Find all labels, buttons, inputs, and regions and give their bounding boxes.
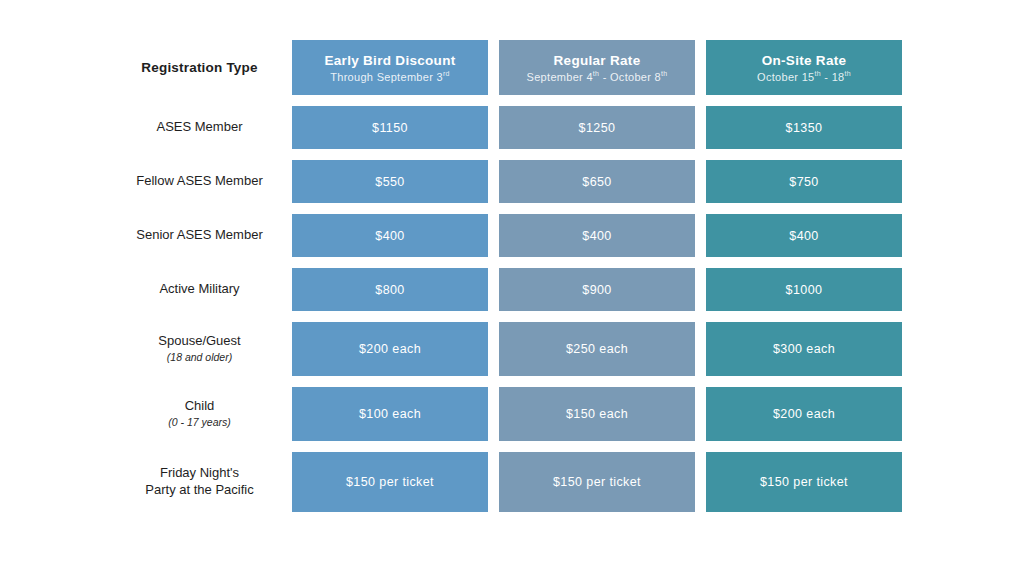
rate-cell-early-bird: $150 per ticket <box>292 452 488 512</box>
subtitle-text: - 18 <box>821 71 845 83</box>
row-label: ASES Member <box>157 119 243 136</box>
rate-cell-on-site: $750 <box>706 160 902 203</box>
row-label-cell: Child(0 - 17 years) <box>0 387 281 441</box>
row-label-cell: Spouse/Guest(18 and older) <box>0 322 281 376</box>
subtitle-text: Through September 3 <box>330 71 443 83</box>
column-header-title: Early Bird Discount <box>325 53 456 68</box>
row-label-cell: Senior ASES Member <box>0 214 281 257</box>
rate-cell-early-bird: $200 each <box>292 322 488 376</box>
subtitle-text: - October 8 <box>599 71 661 83</box>
rate-cell-on-site: $300 each <box>706 322 902 376</box>
rate-cell-regular: $650 <box>499 160 695 203</box>
column-header-title: On-Site Rate <box>762 53 847 68</box>
rate-cell-on-site: $400 <box>706 214 902 257</box>
rate-cell-regular: $900 <box>499 268 695 311</box>
row-label-cell: Friday Night'sParty at the Pacific <box>0 452 281 512</box>
rate-cell-on-site: $150 per ticket <box>706 452 902 512</box>
column-header-subtitle: September 4th - October 8th <box>527 71 668 83</box>
rate-cell-regular: $250 each <box>499 322 695 376</box>
row-label-cell: Active Military <box>0 268 281 311</box>
rate-cell-regular: $1250 <box>499 106 695 149</box>
row-label: Fellow ASES Member <box>136 173 262 190</box>
rate-cell-on-site: $1000 <box>706 268 902 311</box>
row-label: Senior ASES Member <box>136 227 262 244</box>
row-label: Child <box>185 398 215 415</box>
row-label-cell: Fellow ASES Member <box>0 160 281 203</box>
column-header-on-site: On-Site RateOctober 15th - 18th <box>706 40 902 95</box>
row-label: Spouse/Guest <box>158 333 240 350</box>
column-header-subtitle: October 15th - 18th <box>757 71 851 83</box>
row-label: Friday Night's <box>160 465 239 482</box>
rate-cell-regular: $150 each <box>499 387 695 441</box>
row-label: Active Military <box>159 281 239 298</box>
pricing-table: Registration Type Early Bird Discount Thr… <box>0 0 1024 576</box>
column-header-early-bird: Early Bird Discount Through September 3rd <box>292 40 488 95</box>
pricing-grid: Registration Type Early Bird Discount Thr… <box>0 40 902 512</box>
subtitle-superscript: th <box>844 70 850 77</box>
rate-cell-on-site: $1350 <box>706 106 902 149</box>
subtitle-superscript: rd <box>443 70 450 77</box>
row-label-cell: ASES Member <box>0 106 281 149</box>
row-label-line2: Party at the Pacific <box>145 482 253 499</box>
subtitle-text: September 4 <box>527 71 593 83</box>
rate-cell-on-site: $200 each <box>706 387 902 441</box>
column-header-subtitle: Through September 3rd <box>330 71 450 83</box>
row-sublabel: (18 and older) <box>167 350 232 364</box>
rate-cell-regular: $150 per ticket <box>499 452 695 512</box>
row-sublabel: (0 - 17 years) <box>168 415 230 429</box>
column-header-title: Regular Rate <box>554 53 641 68</box>
rate-cell-early-bird: $1150 <box>292 106 488 149</box>
rate-cell-early-bird: $550 <box>292 160 488 203</box>
subtitle-superscript: th <box>661 70 667 77</box>
subtitle-text: October 15 <box>757 71 814 83</box>
rate-cell-early-bird: $800 <box>292 268 488 311</box>
registration-type-header: Registration Type <box>0 40 281 95</box>
rate-cell-early-bird: $400 <box>292 214 488 257</box>
column-header-regular: Regular RateSeptember 4th - October 8th <box>499 40 695 95</box>
rate-cell-regular: $400 <box>499 214 695 257</box>
rate-cell-early-bird: $100 each <box>292 387 488 441</box>
